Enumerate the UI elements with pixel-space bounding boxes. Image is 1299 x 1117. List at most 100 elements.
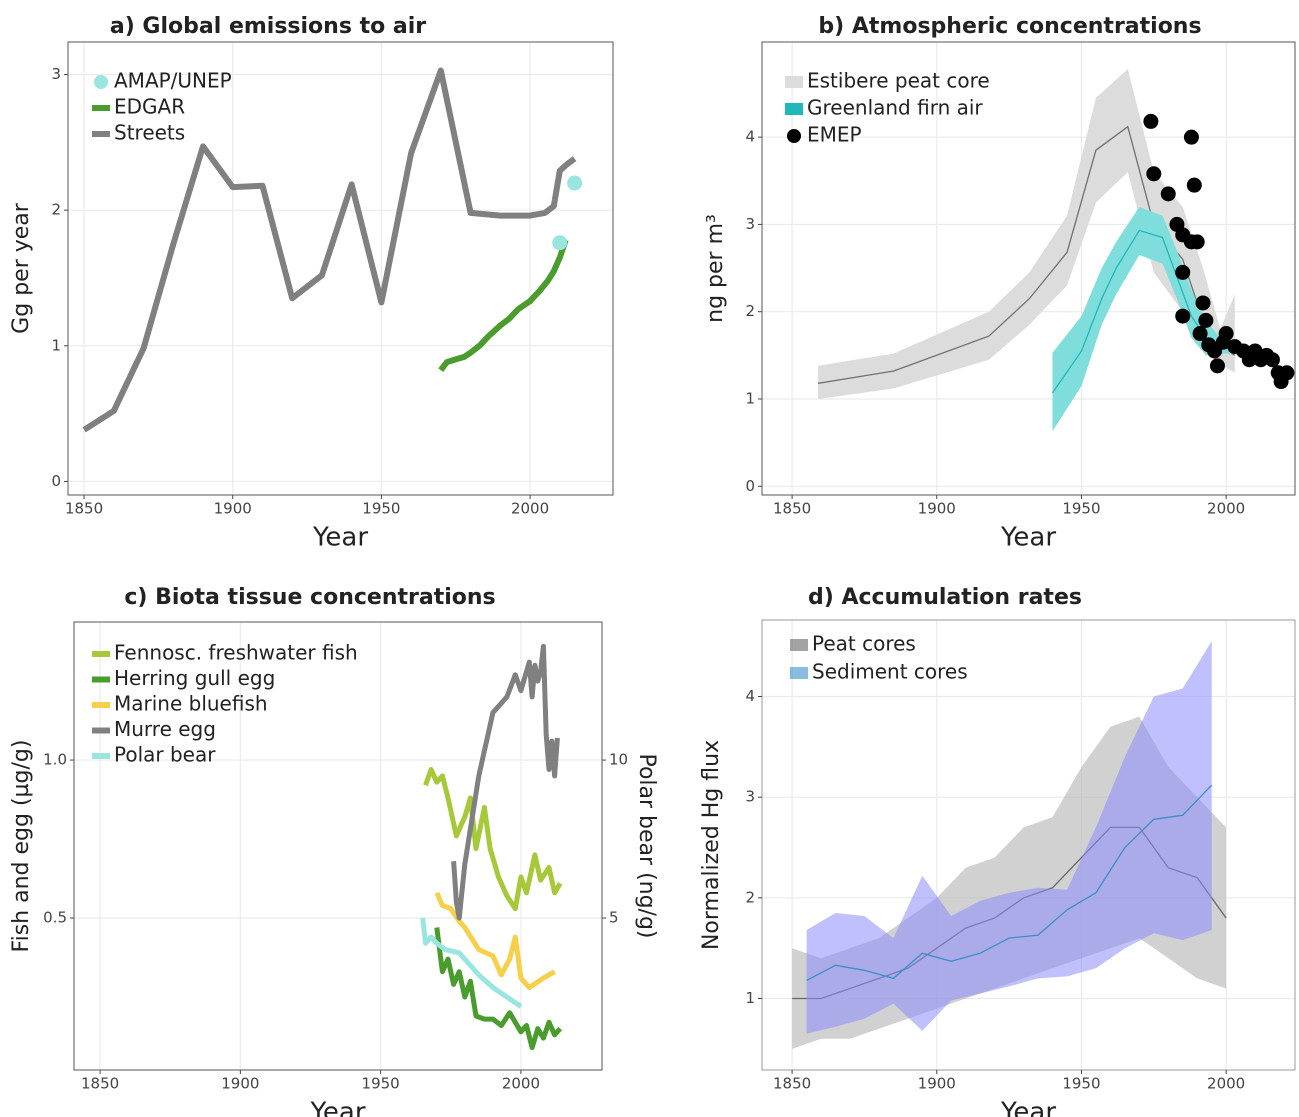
legend-label: EMEP — [807, 123, 862, 147]
chart-title: d) Accumulation rates — [808, 585, 1082, 610]
y-tick-label: 0 — [51, 472, 61, 490]
series-line — [420, 917, 523, 1009]
series-point — [1146, 166, 1162, 182]
legend-label: Marine bluefish — [114, 692, 268, 716]
plot-background — [762, 42, 1295, 495]
x-tick-label: 1900 — [918, 500, 956, 518]
chart-title: b) Atmospheric concentrations — [818, 14, 1201, 39]
x-tick-label: 1950 — [362, 500, 400, 518]
chart-title: c) Biota tissue concentrations — [124, 585, 495, 610]
y-axis-title: ng per m³ — [703, 214, 728, 323]
x-tick-label: 1900 — [214, 500, 252, 518]
legend-label: Herring gull egg — [114, 666, 275, 690]
x-tick-label: 2000 — [1207, 500, 1245, 518]
x-tick-label: 2000 — [502, 1075, 540, 1093]
plot-border — [761, 41, 1296, 496]
legend-label: Murre egg — [114, 717, 216, 741]
series-point — [1175, 308, 1191, 324]
series-point — [1175, 264, 1191, 280]
x-tick-label: 1950 — [362, 1075, 400, 1093]
plot-background — [68, 42, 613, 495]
legend-marker — [790, 639, 808, 651]
y-tick-label: 2 — [745, 302, 755, 320]
series-line — [423, 767, 563, 912]
x-tick-label: 2000 — [511, 500, 549, 518]
legend-label: Streets — [114, 121, 185, 145]
series-point — [1192, 326, 1208, 342]
legend-label: Fennosc. freshwater fish — [114, 641, 358, 665]
y-tick-label: 1 — [745, 989, 755, 1007]
legend-label: Polar bear — [114, 743, 216, 767]
x-tick-label: 1850 — [773, 1075, 811, 1093]
legend-marker — [94, 75, 108, 89]
y-tick-label: 0 — [745, 477, 755, 495]
legend-label: Sediment cores — [812, 660, 968, 684]
y-tick-label: 2 — [51, 201, 61, 219]
chart-title: a) Global emissions to air — [110, 14, 426, 39]
x-axis-title: Year — [309, 1098, 365, 1117]
y-tick-label: 0.5 — [43, 909, 67, 927]
y-tick-label: 3 — [745, 788, 755, 806]
series-point — [1279, 365, 1295, 381]
plot-background — [74, 622, 602, 1070]
legend-label: Estibere peat core — [807, 69, 990, 93]
legend-label: Peat cores — [812, 632, 916, 656]
y2-axis-title: Polar bear (ng/g) — [634, 753, 659, 938]
series-band — [806, 641, 1212, 1034]
series-line — [451, 643, 560, 921]
legend-label: EDGAR — [114, 95, 185, 119]
x-tick-label: 1850 — [773, 500, 811, 518]
series-point — [567, 175, 583, 191]
x-tick-label: 1850 — [65, 500, 103, 518]
series-point — [552, 235, 568, 251]
y-tick-label: 1.0 — [43, 751, 67, 769]
legend-marker — [787, 129, 801, 143]
series-point — [1209, 358, 1225, 374]
x-tick-label: 1950 — [1062, 500, 1100, 518]
legend-label: AMAP/UNEP — [114, 69, 232, 93]
series-point — [1186, 177, 1202, 193]
x-tick-label: 1950 — [1062, 1075, 1100, 1093]
x-tick-label: 1900 — [918, 1075, 956, 1093]
y-tick-label: 3 — [51, 65, 61, 83]
series-point — [1189, 234, 1205, 250]
x-tick-label: 1850 — [81, 1075, 119, 1093]
y-tick-label: 4 — [745, 128, 755, 146]
y-tick-label: 4 — [745, 687, 755, 705]
y-axis-title: Fish and egg (µg/g) — [9, 740, 34, 953]
y-axis-title: Normalized Hg flux — [699, 740, 724, 950]
y-tick-label: 1 — [745, 389, 755, 407]
legend-label: Greenland firn air — [807, 96, 983, 120]
series-line — [434, 891, 556, 990]
series-line — [438, 239, 569, 372]
legend-marker — [785, 103, 803, 115]
y2-tick-label: 5 — [609, 909, 619, 927]
series-band — [818, 69, 1235, 399]
series-point — [1264, 352, 1280, 368]
y-tick-label: 1 — [51, 336, 61, 354]
series-point — [1160, 186, 1176, 202]
series-point — [1183, 129, 1199, 145]
series-line — [806, 784, 1213, 981]
series-point — [1143, 113, 1159, 129]
legend-marker — [785, 76, 803, 88]
series-line — [82, 67, 577, 433]
plot-border — [73, 621, 603, 1071]
plot-border — [761, 619, 1296, 1071]
legend-marker — [790, 667, 808, 679]
y-tick-label: 2 — [745, 888, 755, 906]
x-tick-label: 2000 — [1207, 1075, 1245, 1093]
x-tick-label: 1900 — [221, 1075, 259, 1093]
x-axis-title: Year — [1000, 1098, 1056, 1117]
y2-tick-label: 10 — [609, 751, 628, 769]
series-point — [1218, 326, 1234, 342]
series-band — [1052, 207, 1235, 432]
y-axis-title: Gg per year — [9, 202, 34, 334]
series-point — [1195, 295, 1211, 311]
x-axis-title: Year — [312, 523, 368, 553]
series-line — [434, 927, 563, 1051]
y-tick-label: 3 — [745, 215, 755, 233]
plot-border — [67, 41, 614, 496]
series-point — [1198, 312, 1214, 328]
